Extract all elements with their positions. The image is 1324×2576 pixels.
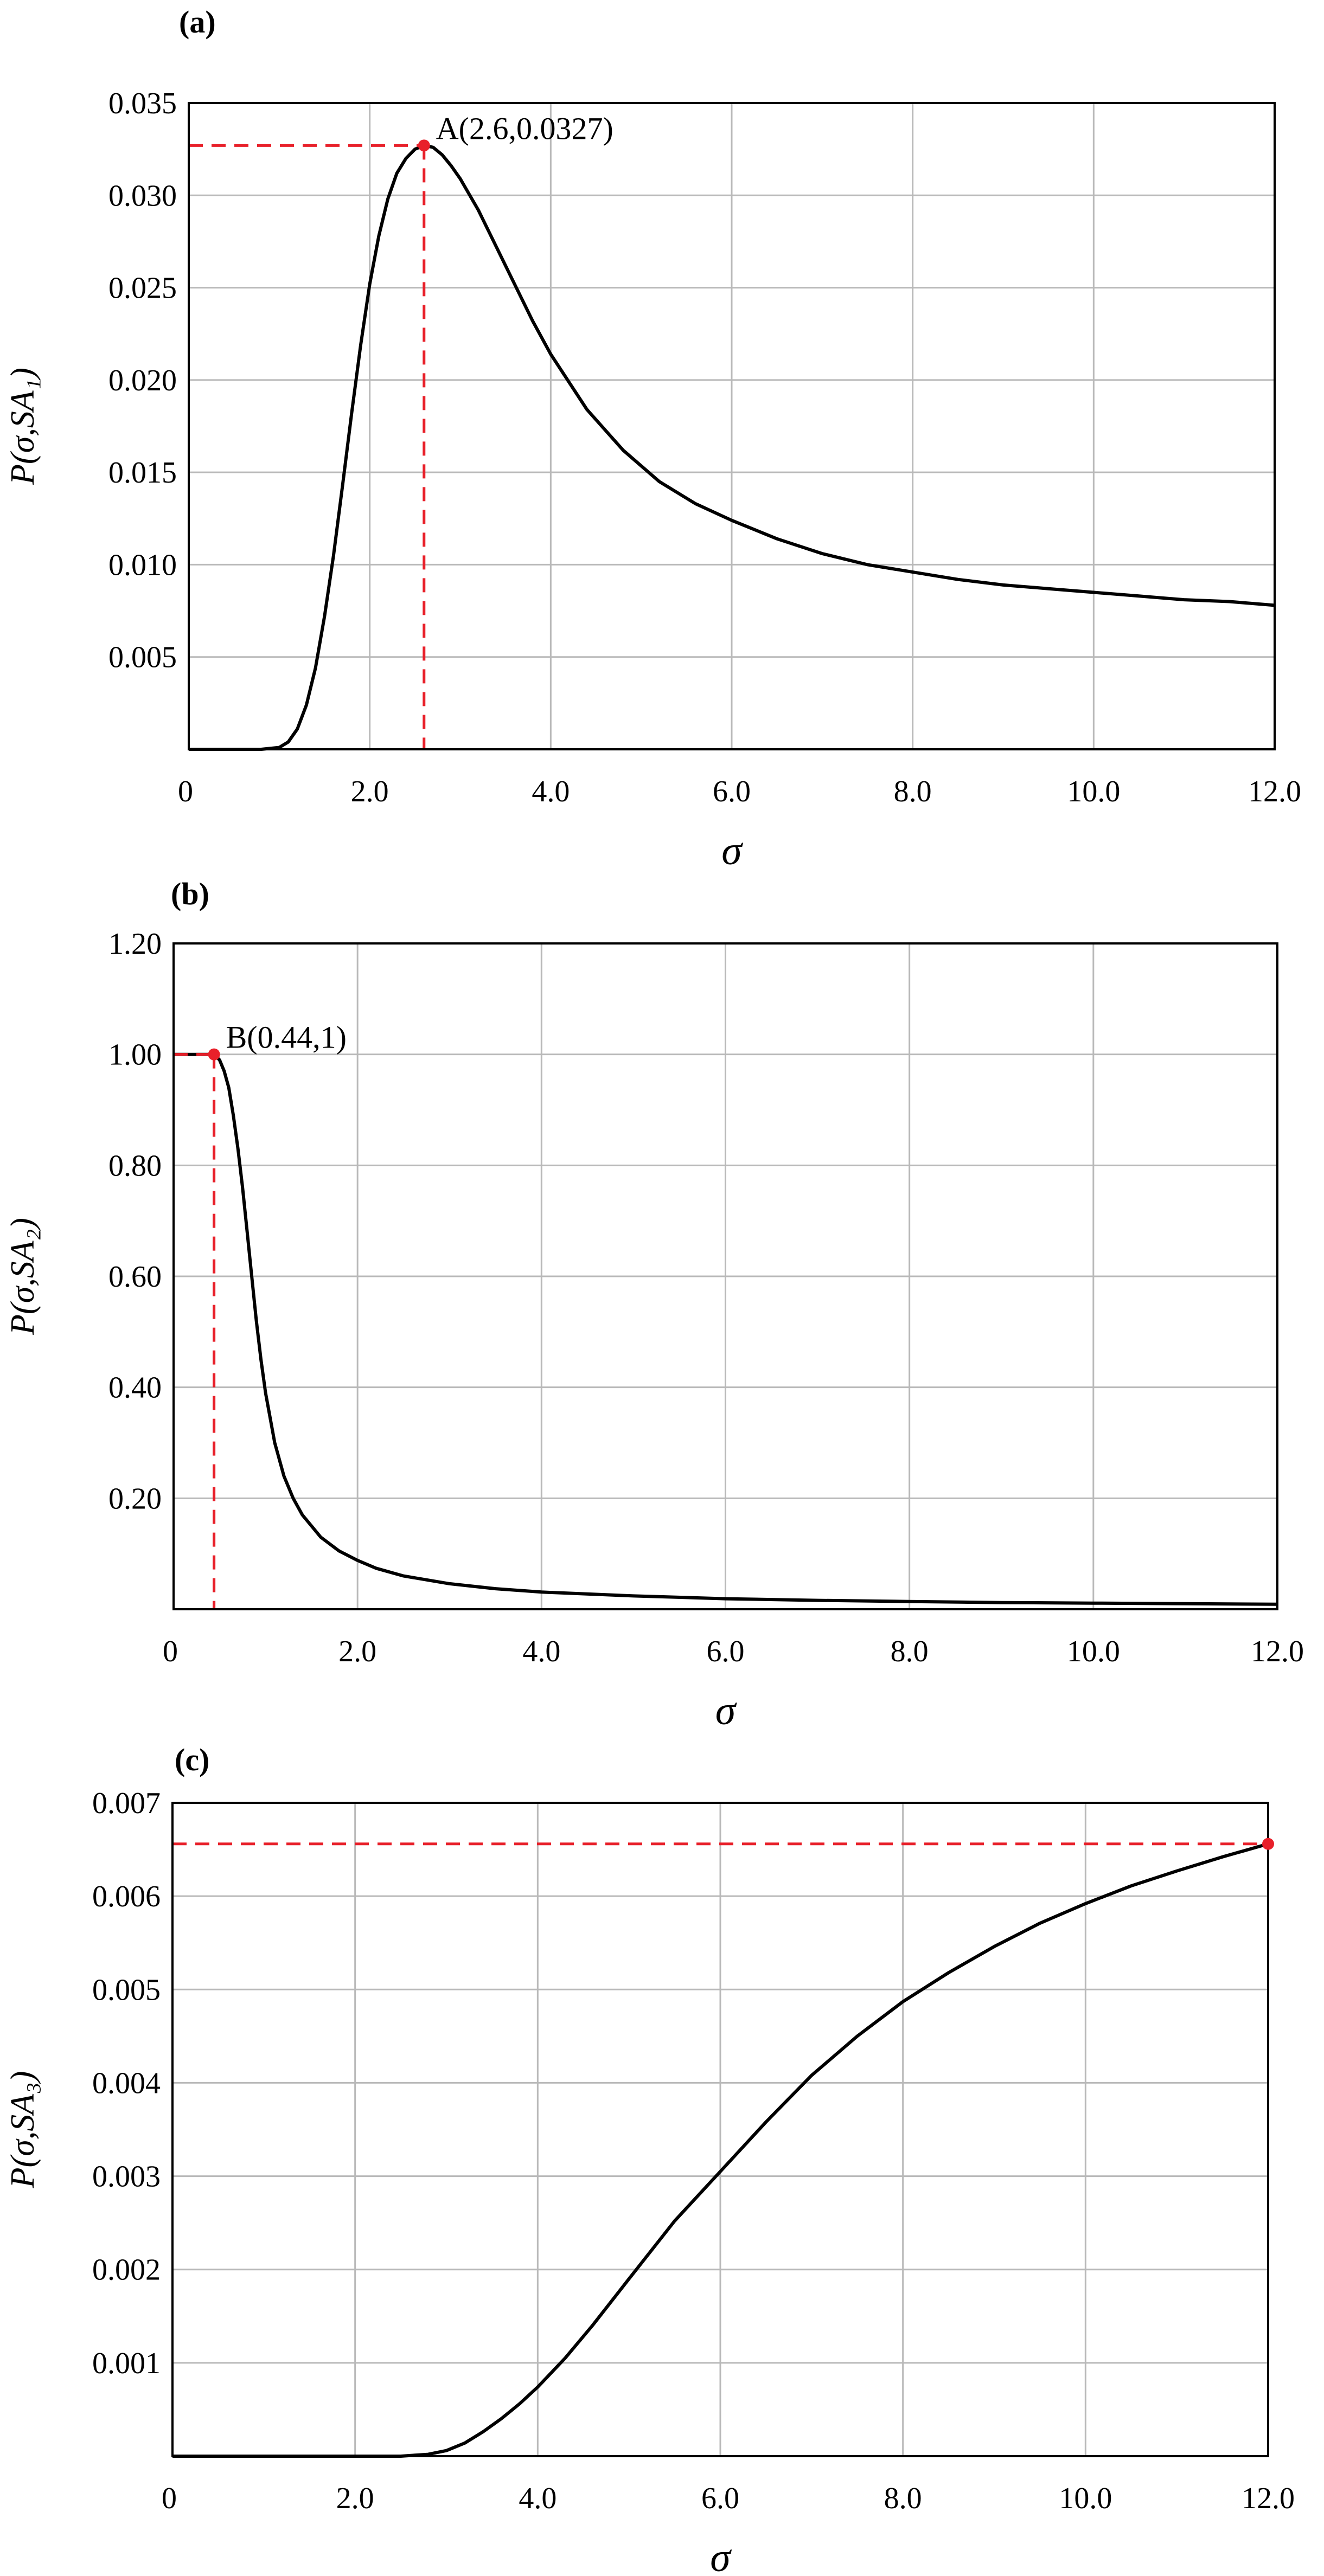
plot-frame xyxy=(172,942,1278,1610)
x-tick-label: 12.0 xyxy=(1248,775,1301,808)
marker-point xyxy=(208,1048,220,1061)
y-tick-labels: 0.20 0.40 0.60 0.80 1.00 1.20 xyxy=(108,927,162,1515)
y-axis-label: P(σ,SA₁) xyxy=(4,368,41,485)
x-tick-label: 6.0 xyxy=(713,775,751,808)
curve xyxy=(172,1842,1269,2458)
grid xyxy=(174,943,1277,1609)
panel-a: (a) 0.0050.0100.0150.0200.0250.0300.035 … xyxy=(4,4,1301,873)
y-tick-label: 1.20 xyxy=(108,927,162,961)
y-tick-label: 0.004 xyxy=(92,2066,161,2100)
y-tick-label: 0.001 xyxy=(92,2347,161,2380)
marker-label: B(0.44,1) xyxy=(226,1020,347,1055)
panel-c: (c) 0.0010.0020.0030.0040.0050.0060.007 … xyxy=(4,1742,1295,2576)
y-tick-label: 0.20 xyxy=(108,1482,162,1515)
x-tick-label: 12.0 xyxy=(1242,2482,1295,2515)
series-line xyxy=(189,144,1275,751)
x-tick-label: 4.0 xyxy=(519,2482,557,2515)
y-tick-label: 0.005 xyxy=(92,1973,161,2007)
x-tick-label: 2.0 xyxy=(338,1635,376,1668)
x-tick-labels: 0 2.0 4.0 6.0 8.0 10.0 12.0 xyxy=(178,775,1301,808)
y-tick-labels: 0.005 0.010 0.015 0.020 0.025 0.030 0.035 xyxy=(108,87,177,674)
series-line xyxy=(174,1052,1278,1606)
x-tick-label: 4.0 xyxy=(532,775,570,808)
marker-label: A(2.6,0.0327) xyxy=(436,111,613,146)
y-tick-label: 0.005 xyxy=(108,641,177,674)
x-axis-label: σ xyxy=(721,828,743,873)
y-tick-label: 0.030 xyxy=(108,179,177,213)
guide-lines xyxy=(189,144,426,749)
x-axis-label: σ xyxy=(715,1688,737,1733)
y-tick-label: 0.60 xyxy=(108,1260,162,1294)
x-tick-label: 6.0 xyxy=(707,1635,745,1668)
panel-tag: (c) xyxy=(175,1742,209,1777)
x-tick-label: 0 xyxy=(178,775,193,808)
y-tick-label: 0.006 xyxy=(92,1880,161,1913)
grid xyxy=(189,103,1275,749)
x-tick-label: 6.0 xyxy=(701,2482,739,2515)
x-tick-label: 2.0 xyxy=(336,2482,374,2515)
y-tick-label: 0.010 xyxy=(108,548,177,582)
panel-tag: (b) xyxy=(171,876,209,911)
y-tick-label: 0.015 xyxy=(108,456,177,490)
x-axis-label: σ xyxy=(710,2535,732,2576)
guide-lines xyxy=(174,1053,216,1609)
x-tick-labels: 0 2.0 4.0 6.0 8.0 10.0 12.0 xyxy=(162,2482,1295,2515)
y-tick-labels: 0.001 0.002 0.003 0.004 0.005 0.006 0.007 xyxy=(92,1787,161,2380)
y-tick-label: 0.025 xyxy=(108,272,177,305)
y-axis-label: P(σ,SA₃) xyxy=(4,2071,41,2189)
curve xyxy=(189,144,1275,751)
grid xyxy=(172,1803,1268,2456)
x-tick-label: 0 xyxy=(162,2482,177,2515)
x-tick-label: 8.0 xyxy=(891,1635,929,1668)
y-tick-label: 0.020 xyxy=(108,364,177,397)
x-tick-label: 2.0 xyxy=(351,775,389,808)
y-tick-label: 0.035 xyxy=(108,87,177,120)
y-tick-label: 0.80 xyxy=(108,1149,162,1183)
x-tick-label: 0 xyxy=(163,1635,178,1668)
x-tick-labels: 0 2.0 4.0 6.0 8.0 10.0 12.0 xyxy=(163,1635,1304,1668)
y-tick-label: 0.003 xyxy=(92,2160,161,2194)
x-tick-label: 12.0 xyxy=(1251,1635,1304,1668)
series-line xyxy=(172,1842,1269,2458)
marker-point xyxy=(418,139,430,152)
x-tick-label: 10.0 xyxy=(1067,1635,1120,1668)
y-tick-label: 0.007 xyxy=(92,1787,161,1820)
panel-b: (b) 0.20 0.40 0.60 0.80 1.00 1.20 0 2.0 4.0 6.0 8… xyxy=(4,876,1304,1733)
panel-tag: (a) xyxy=(179,4,216,40)
x-tick-label: 4.0 xyxy=(522,1635,560,1668)
plot-frame xyxy=(171,1802,1269,2457)
x-tick-label: 10.0 xyxy=(1059,2482,1112,2515)
y-axis-label: P(σ,SA₂) xyxy=(4,1218,41,1335)
x-tick-label: 8.0 xyxy=(894,775,932,808)
x-tick-label: 10.0 xyxy=(1067,775,1120,808)
y-tick-label: 0.40 xyxy=(108,1371,162,1405)
plot-frame xyxy=(188,102,1276,750)
curve xyxy=(174,1052,1278,1606)
marker-point xyxy=(1262,1838,1274,1850)
x-tick-label: 8.0 xyxy=(884,2482,922,2515)
y-tick-label: 1.00 xyxy=(108,1038,162,1072)
y-tick-label: 0.002 xyxy=(92,2253,161,2287)
